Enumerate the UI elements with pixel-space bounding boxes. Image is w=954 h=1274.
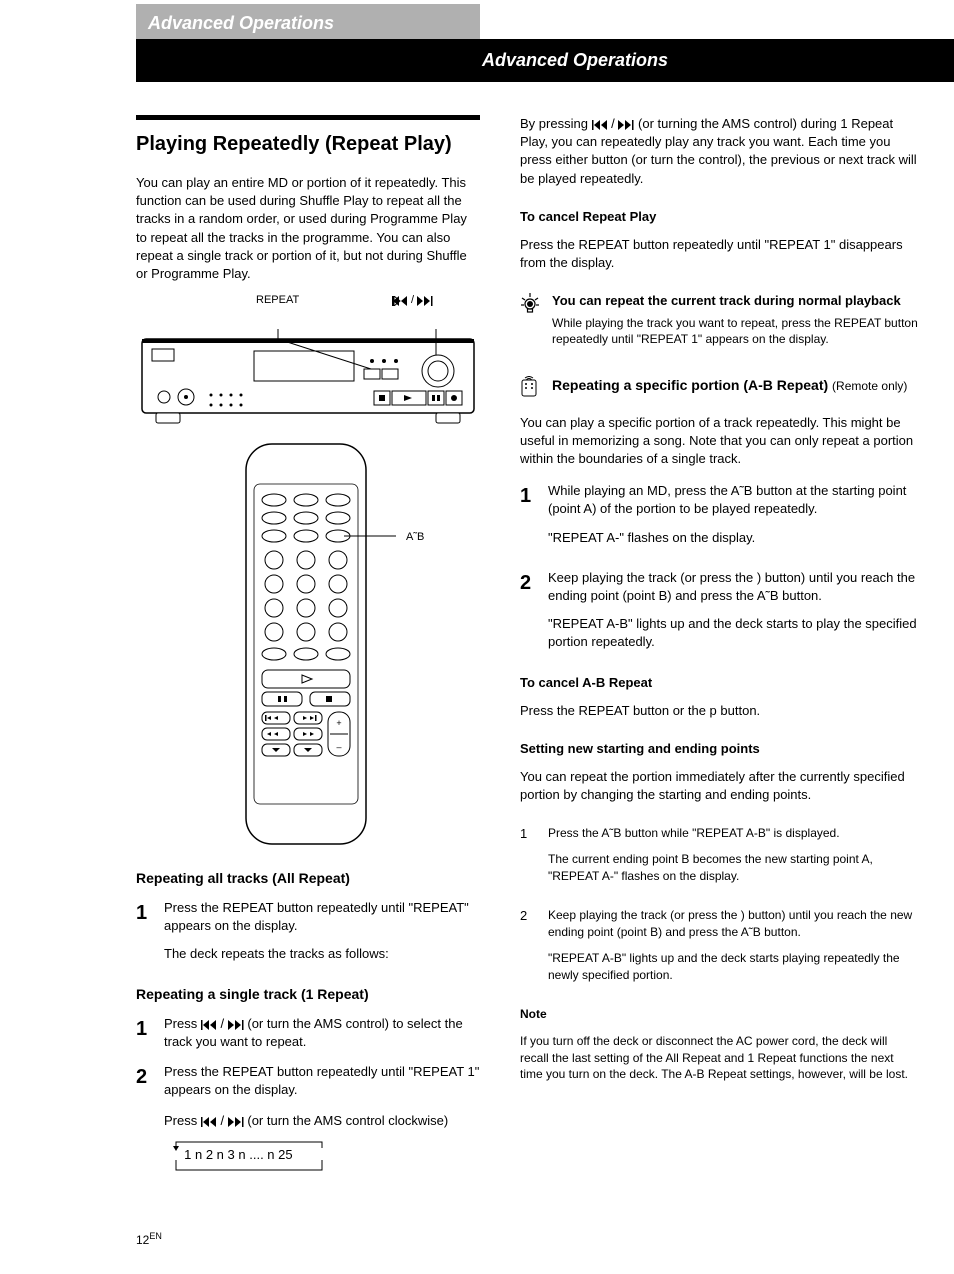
step-text-b: "REPEAT A-" flashes on the display.	[548, 529, 918, 547]
cancel-block: To cancel Repeat Play Press the REPEAT b…	[520, 208, 918, 273]
right-column: By pressing / (or turning the AMS contro…	[520, 115, 918, 1103]
page-number-suffix: EN	[149, 1231, 162, 1241]
text-fragment: By pressing	[520, 116, 588, 131]
heading-text: Repeating a specific portion (A-B Repeat…	[552, 377, 828, 393]
step-number: 2	[136, 1063, 164, 1099]
ab-step-2: 2 Keep playing the track (or press the )…	[520, 569, 918, 662]
ab-repeat-heading-row: Repeating a specific portion (A-B Repeat…	[520, 376, 918, 406]
prev-track-icon	[592, 120, 608, 130]
step-text-b: "REPEAT A-B" lights up and the deck star…	[548, 615, 918, 651]
note-body: If you turn off the deck or disconnect t…	[520, 1033, 918, 1083]
seq-item: 1	[184, 1147, 191, 1162]
step-text: Press the A˜B button while "REPEAT A-B" …	[548, 825, 918, 842]
tip-body: While playing the track you want to repe…	[552, 315, 918, 349]
tip-lightbulb-icon	[520, 292, 542, 321]
step-text-b: The current ending point B becomes the n…	[548, 851, 918, 885]
step-text-b: "REPEAT A-B" lights up and the deck star…	[548, 950, 918, 984]
svg-text:–: –	[336, 742, 341, 752]
cancel-body: Press the REPEAT button repeatedly until…	[520, 236, 918, 272]
ab-new-step-1: 1 Press the A˜B button while "REPEAT A-B…	[520, 825, 918, 895]
step-body-text: Press the REPEAT button repeatedly until…	[164, 899, 480, 935]
header-gray-bar: Advanced Operations	[136, 4, 480, 39]
text-fragment: (or turn the AMS control clockwise)	[247, 1113, 448, 1128]
left-column: Playing Repeatedly (Repeat Play) You can…	[136, 115, 480, 1166]
cancel-heading: To cancel Repeat Play	[520, 208, 918, 226]
diagram-area: REPEAT /	[136, 293, 480, 863]
step-number: 2	[520, 569, 548, 662]
header-black-bar: Advanced Operations	[136, 39, 954, 82]
step-text: While playing an MD, press the A˜B butto…	[548, 482, 918, 518]
step-text: Keep playing the track (or press the ) b…	[548, 907, 918, 941]
all-repeat-step-1: 1 Press the REPEAT button repeatedly unt…	[136, 899, 480, 974]
svg-text:+: +	[336, 718, 341, 728]
prev-track-icon	[201, 1020, 217, 1030]
callout-prev-next: /	[392, 293, 433, 308]
next-track-icon	[228, 1117, 244, 1127]
prev-track-icon	[201, 1117, 217, 1127]
remote-only-icon	[520, 376, 542, 403]
ab-cancel-heading: To cancel A-B Repeat	[520, 674, 918, 692]
step-number: 1	[520, 482, 548, 557]
repeat1-step-1: 1 Press / (or turn the AMS control) to s…	[136, 1015, 480, 1051]
manual-page: Advanced Operations Advanced Operations …	[0, 0, 954, 1274]
ab-cancel-block: To cancel A-B Repeat Press the REPEAT bu…	[520, 674, 918, 720]
next-track-icon	[228, 1020, 244, 1030]
step-number: 1	[136, 899, 164, 974]
remote-only-label: (Remote only)	[832, 379, 907, 393]
step-body: Press the REPEAT button repeatedly until…	[164, 1063, 480, 1099]
page-number: 12EN	[136, 1230, 162, 1249]
step-number: 1	[520, 825, 548, 895]
tip-heading: You can repeat the current track during …	[552, 292, 918, 310]
section-rule	[136, 115, 480, 120]
all-repeat-heading: Repeating all tracks (All Repeat)	[136, 869, 480, 889]
ab-cancel-body: Press the REPEAT button or the p button.	[520, 702, 918, 720]
deck-unit-illustration	[136, 329, 480, 429]
ab-repeat-heading: Repeating a specific portion (A-B Repeat…	[552, 376, 907, 396]
page-number-value: 12	[136, 1233, 149, 1247]
step2-detail: Press / (or turn the AMS control clockwi…	[164, 1112, 480, 1130]
ab-intro: You can play a specific portion of a tra…	[520, 414, 918, 469]
note-block: Note If you turn off the deck or disconn…	[520, 1006, 918, 1083]
seq-item: 3	[228, 1147, 235, 1162]
header-gray-title: Advanced Operations	[136, 4, 480, 43]
callout-repeat: REPEAT	[256, 293, 299, 308]
seq-item: ....	[249, 1147, 263, 1162]
seq-item: 25	[278, 1147, 292, 1162]
section-title: Playing Repeatedly (Repeat Play)	[136, 130, 480, 158]
ab-new-step-2: 2 Keep playing the track (or press the )…	[520, 907, 918, 994]
ab-newpts-block: Setting new starting and ending points Y…	[520, 740, 918, 805]
tip-block: You can repeat the current track during …	[520, 292, 918, 358]
text-fragment: Press	[164, 1113, 197, 1128]
ab-step-1: 1 While playing an MD, press the A˜B but…	[520, 482, 918, 557]
callout-ab: A˜B	[406, 530, 424, 545]
text-fragment: Press	[164, 1016, 197, 1031]
right-intro: By pressing / (or turning the AMS contro…	[520, 115, 918, 188]
slash: /	[220, 1016, 224, 1031]
repeat-1-heading: Repeating a single track (1 Repeat)	[136, 985, 480, 1005]
remote-illustration: + –	[236, 438, 396, 858]
intro-paragraph: You can play an entire MD or portion of …	[136, 174, 480, 283]
prev-track-icon	[392, 296, 408, 306]
step-number: 1	[136, 1015, 164, 1051]
header-black-title: Advanced Operations	[482, 48, 668, 73]
step-body-text2: The deck repeats the tracks as follows:	[164, 945, 480, 963]
sequence-box: x 1 n 2 n 3 n .... n 25	[164, 1140, 303, 1166]
slash: /	[611, 116, 615, 131]
step-text: Keep playing the track (or press the ) b…	[548, 569, 918, 605]
slash: /	[220, 1113, 224, 1128]
step-number: 2	[520, 907, 548, 994]
seq-item: 2	[206, 1147, 213, 1162]
next-track-icon	[417, 296, 433, 306]
step-body: Press / (or turn the AMS control) to sel…	[164, 1015, 480, 1051]
next-track-icon	[618, 120, 634, 130]
ab-newpts-heading: Setting new starting and ending points	[520, 740, 918, 758]
repeat1-step-2: 2 Press the REPEAT button repeatedly unt…	[136, 1063, 480, 1099]
note-heading: Note	[520, 1006, 918, 1023]
slash: /	[411, 293, 414, 308]
ab-newpts-intro: You can repeat the portion immediately a…	[520, 768, 918, 804]
